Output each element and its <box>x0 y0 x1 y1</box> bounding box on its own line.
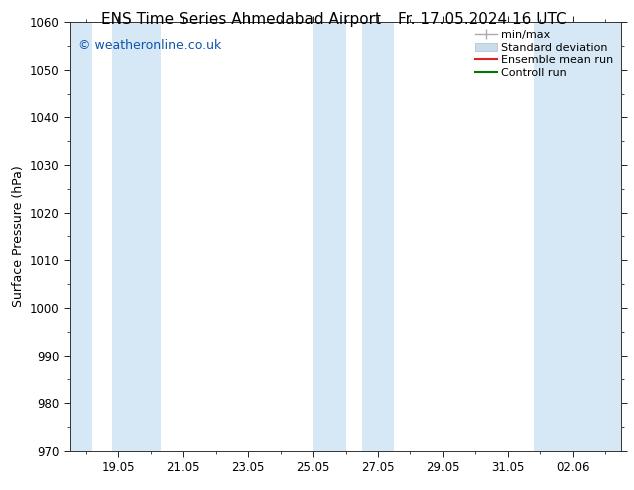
Y-axis label: Surface Pressure (hPa): Surface Pressure (hPa) <box>13 166 25 307</box>
Bar <box>70 22 93 451</box>
Bar <box>313 22 346 451</box>
Bar <box>534 22 621 451</box>
Text: © weatheronline.co.uk: © weatheronline.co.uk <box>78 39 221 52</box>
Bar <box>362 22 394 451</box>
Bar <box>112 22 160 451</box>
Text: ENS Time Series Ahmedabad Airport: ENS Time Series Ahmedabad Airport <box>101 12 381 27</box>
Text: Fr. 17.05.2024 16 UTC: Fr. 17.05.2024 16 UTC <box>398 12 566 27</box>
Legend: min/max, Standard deviation, Ensemble mean run, Controll run: min/max, Standard deviation, Ensemble me… <box>472 27 616 80</box>
